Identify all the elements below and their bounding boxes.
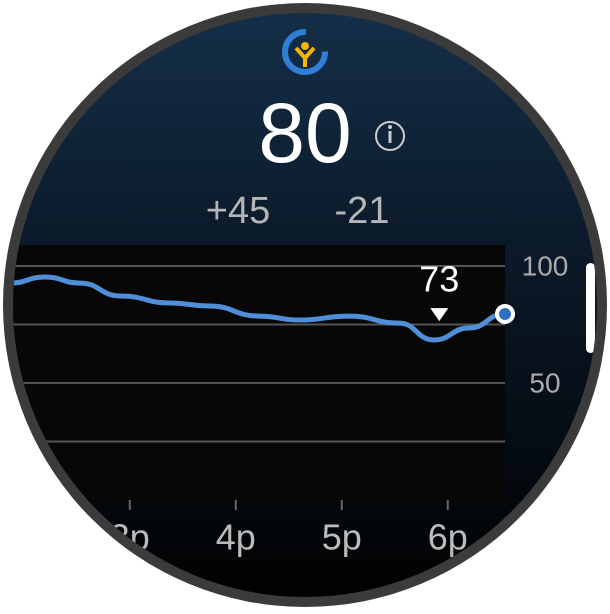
end-point — [495, 303, 515, 324]
y-tick-label: 50 — [529, 367, 560, 398]
current-value: 80 — [258, 86, 351, 180]
x-tick-label: 4p — [216, 517, 256, 558]
line — [13, 274, 508, 343]
drained-value: -21 — [335, 190, 390, 232]
marker-label: 73 — [419, 259, 459, 300]
x-tick-label: 6p — [428, 517, 468, 558]
info-icon[interactable] — [375, 121, 405, 151]
marker-pointer — [430, 308, 449, 322]
scroll-indicator — [586, 263, 595, 353]
charged-value: +45 — [206, 190, 270, 232]
y-tick-label: 100 — [522, 250, 569, 281]
app-icon — [282, 29, 328, 75]
x-tick-label: 5p — [322, 517, 362, 558]
